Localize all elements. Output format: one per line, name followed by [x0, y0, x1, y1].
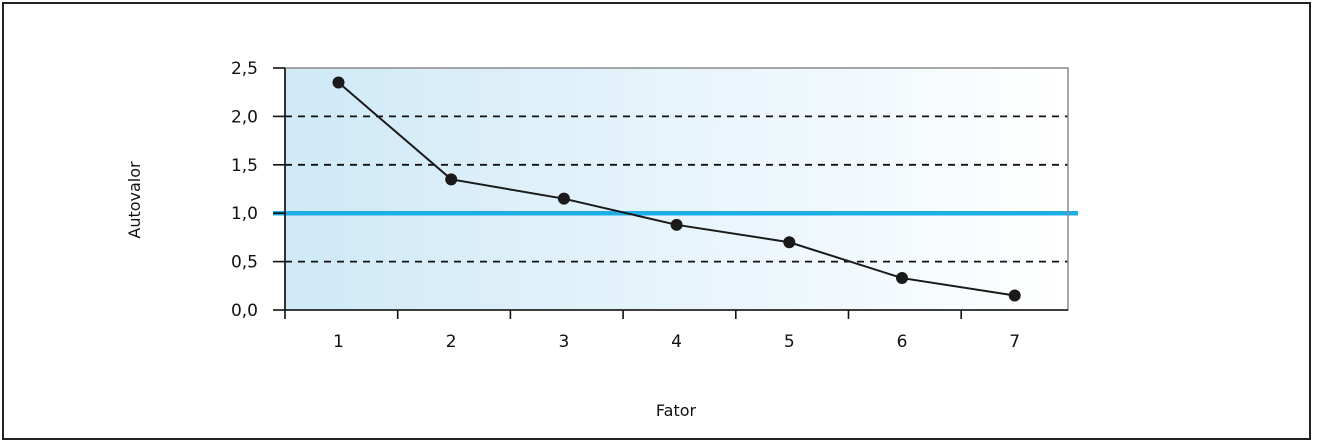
data-point	[670, 218, 683, 231]
x-tick-label: 7	[1009, 332, 1020, 352]
x-tick-label: 4	[671, 332, 682, 352]
data-point	[445, 173, 458, 186]
data-point	[896, 272, 908, 285]
axes	[273, 67, 1068, 319]
gridlines	[285, 115, 1068, 263]
plot-area	[285, 68, 1068, 310]
y-tick-label: 1,5	[231, 156, 258, 176]
tick-labels: 0,0 0,5 1,0 1,5 2,0 2,5 1 2 3 4 5 6 7	[231, 59, 1020, 352]
data-point	[332, 76, 345, 89]
series-layer	[332, 76, 1021, 302]
x-axis-title: Fator	[656, 401, 697, 420]
x-tick-label: 2	[446, 332, 457, 352]
x-tick-label: 5	[784, 332, 795, 352]
y-axis-title: Autovalor	[125, 161, 144, 239]
x-tick-label: 3	[558, 332, 569, 352]
x-tick-label: 6	[897, 332, 908, 352]
data-point	[557, 192, 570, 205]
y-tick-label: 0,0	[231, 301, 258, 321]
y-tick-label: 1,0	[231, 204, 258, 224]
y-tick-label: 2,0	[231, 107, 258, 127]
y-tick-label: 0,5	[231, 253, 258, 273]
x-tick-label: 1	[333, 332, 344, 352]
data-point	[1008, 289, 1021, 302]
y-tick-label: 2,5	[231, 59, 258, 79]
data-point	[783, 236, 796, 249]
